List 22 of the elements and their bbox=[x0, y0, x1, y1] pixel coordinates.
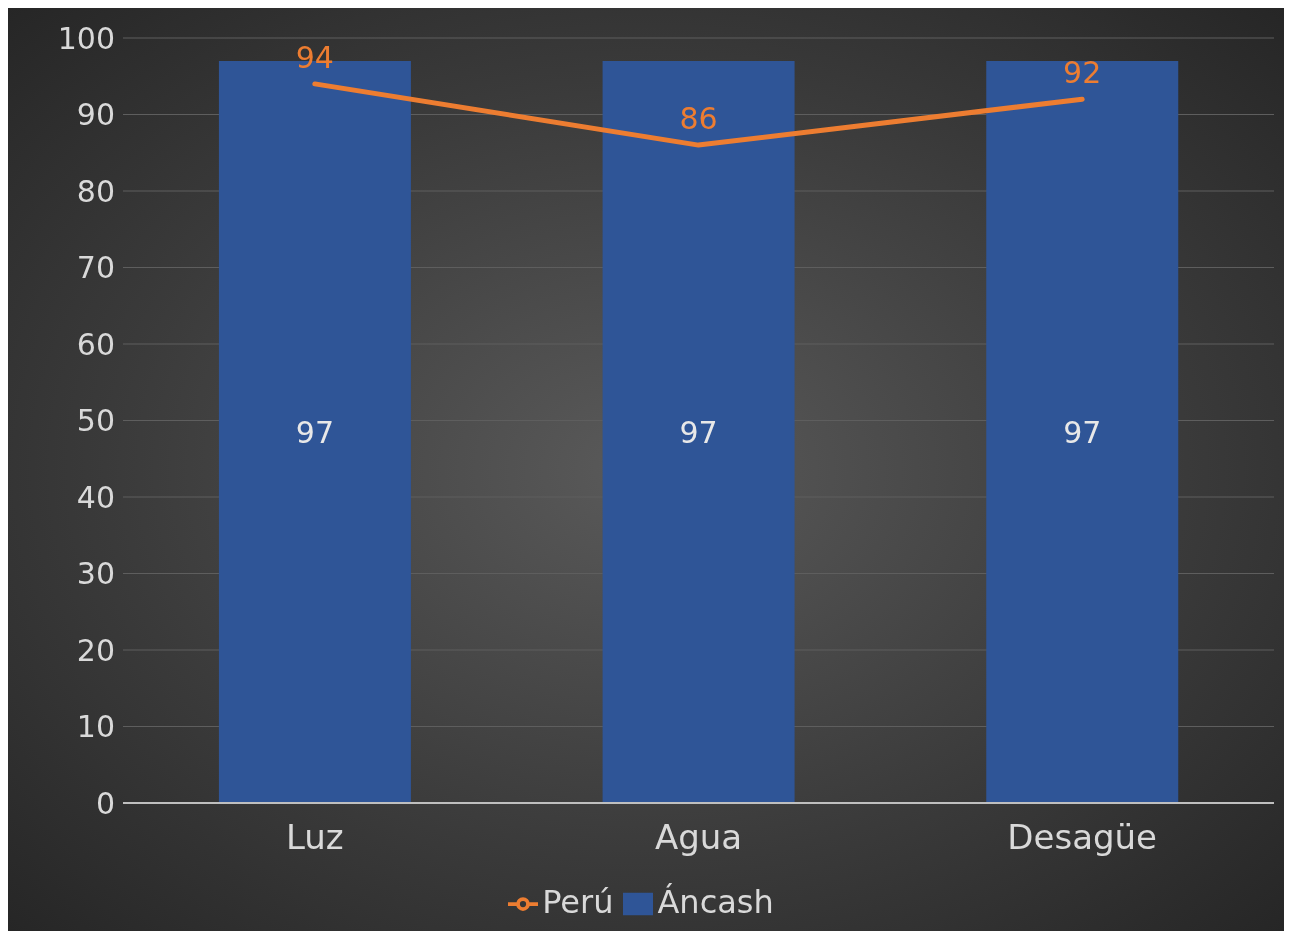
data-label: 97 bbox=[1063, 414, 1102, 450]
y-tick-label: 80 bbox=[76, 173, 115, 209]
y-tick-label: 40 bbox=[76, 479, 115, 515]
x-tick-label: Desagüe bbox=[1007, 817, 1158, 858]
y-tick-label: 0 bbox=[95, 785, 115, 821]
legend-label: Perú bbox=[542, 883, 614, 921]
y-tick-label: 30 bbox=[76, 556, 115, 592]
data-label: 94 bbox=[295, 39, 334, 75]
x-tick-label: Luz bbox=[285, 817, 344, 858]
y-tick-label: 100 bbox=[57, 20, 115, 56]
y-tick-label: 10 bbox=[76, 709, 115, 745]
y-tick-label: 50 bbox=[76, 403, 115, 439]
y-tick-label: 70 bbox=[76, 250, 115, 286]
x-tick-label: Agua bbox=[654, 817, 743, 858]
legend-label: Áncash bbox=[657, 883, 774, 921]
data-label: 92 bbox=[1063, 55, 1102, 91]
data-label: 97 bbox=[679, 414, 718, 450]
data-label: 86 bbox=[679, 101, 718, 137]
y-tick-label: 20 bbox=[76, 632, 115, 668]
y-tick-label: 90 bbox=[76, 97, 115, 133]
data-label: 97 bbox=[295, 414, 335, 450]
y-tick-label: 60 bbox=[76, 326, 115, 362]
